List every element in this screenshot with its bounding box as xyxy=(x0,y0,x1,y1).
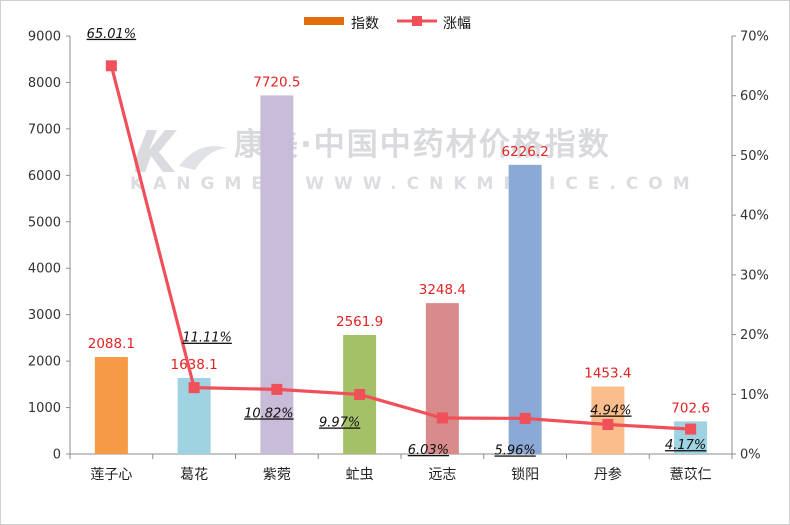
x-category-label: 葛花 xyxy=(180,467,208,483)
x-category-label: 莲子心 xyxy=(90,467,132,483)
right-tick-label: 0% xyxy=(740,448,761,463)
line-value-label: 10.82% xyxy=(244,406,294,421)
x-category-label: 紫菀 xyxy=(263,467,291,483)
x-category-label: 虻虫 xyxy=(346,467,374,483)
bar-value-label: 1453.4 xyxy=(584,365,631,381)
right-tick-label: 20% xyxy=(740,328,769,343)
right-axis-ticks: 0% 10% 20% 30% 40% 50% 60% 70% xyxy=(732,30,769,463)
line-value-label: 4.94% xyxy=(590,404,631,419)
bar-data-labels: 2088.1 1638.1 7720.5 2561.9 3248.4 6226.2 1453… xyxy=(88,74,710,416)
legend-line-marker xyxy=(412,16,422,26)
right-tick-label: 70% xyxy=(740,30,769,45)
line-marker xyxy=(271,383,283,395)
bar xyxy=(94,357,128,454)
line-value-label: 4.17% xyxy=(665,438,706,453)
legend-bar-label: 指数 xyxy=(351,16,379,32)
line-value-label: 65.01% xyxy=(87,27,137,42)
left-tick-label: 5000 xyxy=(28,215,61,230)
right-tick-label: 50% xyxy=(740,149,769,164)
line-value-label: 5.96% xyxy=(494,443,535,458)
left-tick-label: 2000 xyxy=(28,355,61,370)
legend-line-label: 涨幅 xyxy=(443,16,471,32)
right-tick-label: 60% xyxy=(740,89,769,104)
legend-bar-swatch xyxy=(304,17,344,25)
left-tick-label: 1000 xyxy=(28,401,61,416)
x-category-label: 丹参 xyxy=(594,466,622,483)
bar-value-label: 7720.5 xyxy=(253,74,300,90)
left-tick-label: 3000 xyxy=(28,308,61,323)
x-category-label: 锁阳 xyxy=(511,467,539,483)
x-category-label: 远志 xyxy=(428,467,456,483)
line-value-label: 11.11% xyxy=(182,331,232,346)
right-tick-label: 40% xyxy=(740,209,769,224)
line-marker xyxy=(685,423,697,435)
right-tick-label: 10% xyxy=(740,388,769,403)
left-axis-ticks: 0 1000 2000 3000 4000 5000 6000 7000 8000 9000 xyxy=(28,30,70,463)
line-value-label: 6.03% xyxy=(408,443,449,458)
watermark-main-text: 康美·中国中药材价格指数 xyxy=(234,127,611,163)
line-series xyxy=(105,60,697,435)
bar xyxy=(260,95,294,455)
left-tick-label: 0 xyxy=(53,448,61,463)
left-tick-label: 8000 xyxy=(28,76,61,91)
right-tick-label: 30% xyxy=(740,268,769,283)
x-axis-ticks: 莲子心 葛花 紫菀 虻虫 远志 锁阳 丹参 薏苡仁 xyxy=(69,454,733,483)
bar-value-label: 2088.1 xyxy=(88,336,135,352)
line-marker xyxy=(105,60,117,72)
line-marker xyxy=(188,382,200,394)
line-marker xyxy=(602,419,614,431)
bar-value-label: 2561.9 xyxy=(336,314,383,330)
line-path xyxy=(109,65,691,431)
bar-value-label: 6226.2 xyxy=(502,144,549,160)
bar-value-label: 702.6 xyxy=(671,400,710,416)
x-category-label: 薏苡仁 xyxy=(670,467,712,483)
line-value-label: 9.97% xyxy=(319,415,360,430)
line-marker xyxy=(519,412,531,424)
line-marker xyxy=(436,412,448,424)
bar-value-label: 3248.4 xyxy=(419,282,466,298)
left-tick-label: 9000 xyxy=(28,30,61,45)
left-tick-label: 4000 xyxy=(28,262,61,277)
watermark-logo-icon xyxy=(135,130,227,172)
watermark-sub-text: KANGMEI WWW.CNKMPRICE.COM xyxy=(130,174,700,194)
line-data-labels: 65.01% 11.11% 10.82% 9.97% 6.03% 5.96% 4.94% 4.… xyxy=(87,27,707,459)
bar xyxy=(425,303,459,454)
bar xyxy=(508,164,542,454)
legend: 指数 涨幅 xyxy=(304,16,471,32)
left-tick-label: 7000 xyxy=(28,122,61,137)
bar-value-label: 1638.1 xyxy=(171,357,218,373)
line-marker xyxy=(354,388,366,400)
left-tick-label: 6000 xyxy=(28,169,61,184)
